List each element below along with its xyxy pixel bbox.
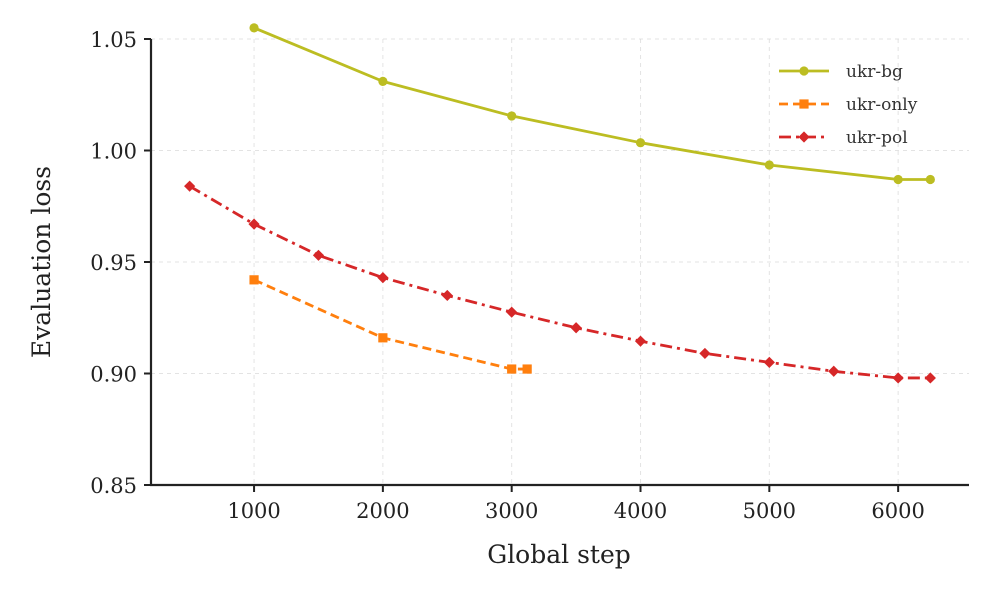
grid xyxy=(151,38,969,485)
y-tick-label: 1.00 xyxy=(90,140,137,164)
y-tick-label: 1.05 xyxy=(90,28,137,52)
data-point xyxy=(764,160,774,170)
legend: ukr-bg ukr-only ukr-pol xyxy=(779,62,918,148)
data-point xyxy=(312,249,325,261)
data-point xyxy=(507,111,517,121)
x-tick-label: 3000 xyxy=(485,499,538,523)
legend-entry: ukr-bg xyxy=(779,62,903,82)
x-axis-title: Global step xyxy=(487,540,631,569)
data-point xyxy=(924,372,936,384)
data-point xyxy=(184,180,196,192)
legend-label: ukr-pol xyxy=(846,128,908,148)
y-tick-label: 0.85 xyxy=(90,474,137,498)
data-point xyxy=(506,306,518,318)
data-point xyxy=(893,174,903,185)
legend-marker xyxy=(799,66,809,76)
data-point xyxy=(699,347,711,360)
y-axis-title: Evaluation loss xyxy=(27,166,56,358)
legend-entry: ukr-pol xyxy=(779,128,908,148)
x-tick-label: 1000 xyxy=(227,499,280,523)
data-point xyxy=(892,372,904,384)
data-point xyxy=(925,174,935,185)
legend-label: ukr-only xyxy=(846,95,918,115)
data-point xyxy=(249,275,259,285)
x-tick-label: 4000 xyxy=(614,499,667,523)
x-tick-label: 5000 xyxy=(743,499,796,523)
x-tick-label: 6000 xyxy=(871,499,924,523)
legend-entry: ukr-only xyxy=(779,95,918,115)
data-point xyxy=(828,365,840,377)
data-point xyxy=(441,289,453,302)
series-line xyxy=(188,184,931,380)
data-point xyxy=(507,364,517,374)
series-layer xyxy=(184,23,936,384)
y-tick-label: 0.95 xyxy=(90,251,137,275)
data-point xyxy=(378,76,388,86)
legend-label: ukr-bg xyxy=(846,62,903,82)
data-point xyxy=(522,364,532,374)
data-point xyxy=(377,272,389,284)
data-point xyxy=(763,356,775,368)
series-ukr-pol xyxy=(184,180,936,384)
data-point xyxy=(634,335,647,347)
x-tick-label: 2000 xyxy=(356,499,409,523)
legend-marker xyxy=(799,99,809,109)
y-tick-label: 0.90 xyxy=(90,363,137,387)
series-line xyxy=(253,278,528,371)
data-point xyxy=(378,333,388,343)
data-point xyxy=(635,138,646,148)
ticks: 1000 2000 3000 4000 5000 6000 0.85 0.90 0.95 1.00… xyxy=(90,28,925,523)
legend-marker xyxy=(798,131,810,143)
data-point xyxy=(248,218,260,230)
data-point xyxy=(249,23,259,33)
series-ukr-only xyxy=(249,275,532,374)
data-point xyxy=(570,322,582,334)
series-ukr-bg xyxy=(249,23,935,185)
